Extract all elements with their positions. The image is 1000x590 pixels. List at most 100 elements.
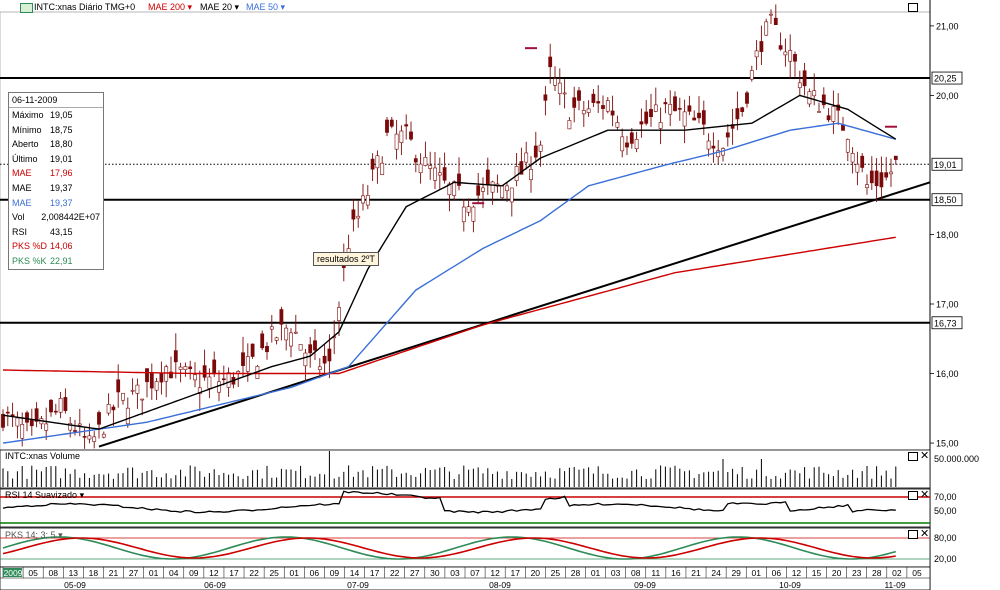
candle-body [29, 419, 34, 427]
chevron-down-icon[interactable]: ▾ [58, 530, 63, 540]
month-label: 06-09 [204, 580, 226, 590]
candle-body [884, 172, 889, 178]
candle-body [505, 185, 509, 192]
date-tick-label: 27 [410, 568, 420, 578]
info-row: PKS %D 14,06 [9, 239, 103, 254]
date-tick-label: 21 [691, 568, 701, 578]
chart-title[interactable]: INTC:xnas Diário TMG+0 [34, 2, 136, 12]
candle-body [682, 111, 687, 127]
date-tick-label: 22 [249, 568, 259, 578]
candle-body [442, 167, 447, 181]
date-tick-label: 08 [631, 568, 641, 578]
candle-body [361, 195, 365, 204]
candle-body [697, 112, 701, 119]
date-tick-label: 25 [551, 568, 561, 578]
rsi-maximize-icon[interactable] [908, 491, 918, 500]
date-tick-label: 24 [711, 568, 721, 578]
candle-body [212, 359, 217, 375]
rsi-close-icon[interactable]: ✕ [920, 488, 930, 501]
candle-body [25, 412, 29, 423]
trendline [98, 181, 931, 448]
ma20-line [2, 94, 897, 430]
candle-body [562, 92, 567, 95]
candle-body [625, 142, 629, 148]
candle-body [634, 139, 639, 149]
info-row: MAE 17,96 [9, 166, 103, 181]
candle-body [466, 206, 471, 213]
candle-body [409, 131, 413, 140]
indicator-mae50[interactable]: MAE 50 ▾ [246, 2, 286, 12]
chevron-down-icon[interactable]: ▾ [79, 490, 85, 500]
info-row-value: 19,37 [50, 197, 73, 208]
price-tick-label: 20,00 [936, 91, 959, 101]
candle-body [365, 195, 370, 206]
candle-body [649, 109, 653, 118]
candle-body [711, 145, 716, 149]
candle-body [49, 399, 53, 413]
candle-body [687, 105, 692, 112]
candle-body [577, 90, 581, 101]
candle-body [509, 187, 514, 203]
date-tick-label: 03 [611, 568, 621, 578]
candle-body [889, 171, 893, 175]
candle-body [322, 355, 327, 364]
rsi-pane-frame [0, 488, 931, 528]
pks-close-icon[interactable]: ✕ [920, 527, 930, 540]
volume-close-icon[interactable]: ✕ [920, 449, 930, 462]
volume-panel-title[interactable]: INTC:xnas Volume [5, 451, 81, 461]
volume-maximize-icon[interactable] [908, 452, 918, 461]
candle-body [121, 392, 125, 401]
candle-body [610, 110, 615, 116]
pks-maximize-icon[interactable] [908, 530, 918, 539]
info-row-label: Último [12, 153, 38, 164]
month-label: 11-09 [884, 580, 905, 590]
candle-body [745, 92, 749, 104]
rsi-tick-label: 70,00 [934, 492, 957, 502]
candle-body [471, 206, 476, 222]
candle-body [140, 398, 145, 401]
candle-body [783, 51, 788, 56]
candle-body [548, 56, 553, 68]
info-row: MAE 19,37 [9, 196, 103, 211]
date-tick-label: 15 [812, 568, 822, 578]
candle-body [20, 424, 25, 439]
candle-body [337, 307, 341, 321]
chevron-down-icon[interactable]: ▾ [280, 2, 286, 12]
candle-body [658, 122, 663, 129]
date-tick-label: 20 [832, 568, 842, 578]
pks-k-line [2, 536, 897, 560]
pks-panel-title[interactable]: PKS 14; 3; 5 ▾ [5, 530, 63, 540]
candle-body [845, 139, 850, 153]
info-row: Último 19,01 [9, 152, 103, 167]
maximize-icon[interactable] [908, 3, 918, 12]
candle-body [596, 101, 601, 104]
level-label-box [931, 193, 963, 207]
month-label: 09-09 [634, 580, 656, 590]
candle-body [389, 119, 394, 127]
date-tick-label: 12 [490, 568, 500, 578]
chevron-down-icon[interactable]: ▾ [187, 2, 193, 12]
info-row: Aberto 18,80 [9, 137, 103, 152]
candle-body [135, 384, 140, 394]
volume-tick-label: 50.000.000 [934, 454, 979, 464]
volume-pane-frame [0, 449, 931, 489]
candle-body [601, 105, 605, 109]
indicator-mae200[interactable]: MAE 200 ▾ [148, 2, 193, 12]
date-tick-label: 06 [310, 568, 320, 578]
info-row-value: 43,15 [50, 226, 73, 237]
chevron-down-icon[interactable]: ▾ [234, 2, 240, 12]
date-tick-label: 28 [872, 568, 882, 578]
candle-body [1, 413, 5, 428]
chart-symbol-icon[interactable] [20, 3, 33, 13]
info-row-value: 2,008442E+07 [41, 212, 100, 223]
info-row-value: 22,91 [50, 255, 73, 266]
date-tick-label: 17 [370, 568, 380, 578]
annotation-label[interactable]: resultados 2ºT [313, 252, 379, 266]
date-tick-label: 29 [731, 568, 741, 578]
candle-body [572, 97, 577, 108]
rsi-panel-title[interactable]: RSI 14 Suavizado ▾ [5, 490, 85, 500]
candle-body [855, 163, 860, 173]
indicator-mae20[interactable]: MAE 20 ▾ [200, 2, 240, 12]
